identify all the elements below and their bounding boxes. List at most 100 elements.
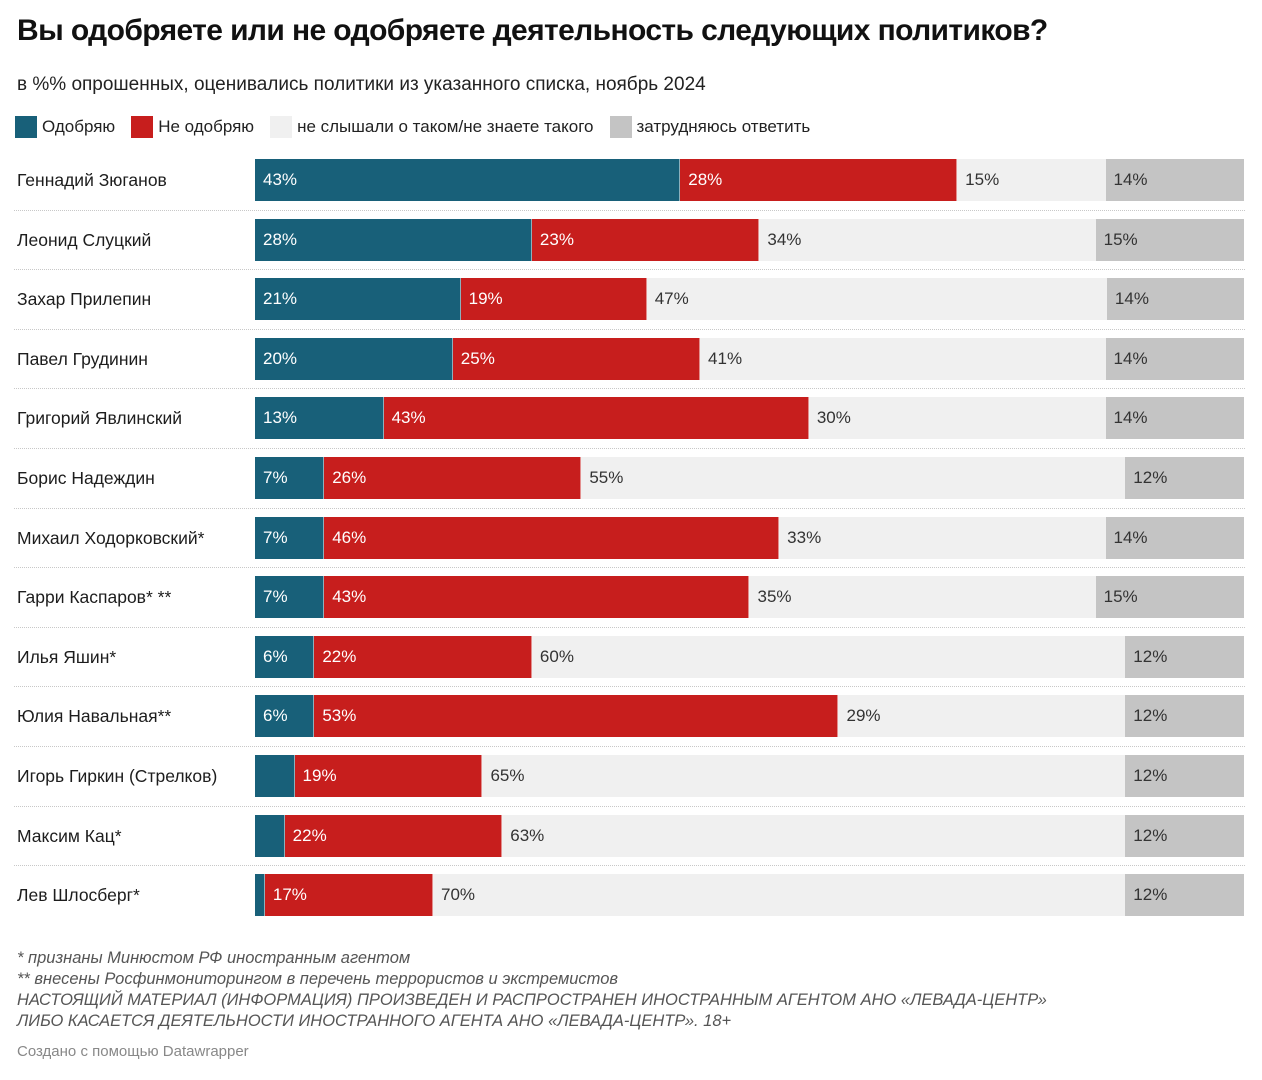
chart-row: Юлия Навальная** 6% 53% 29% 12% <box>0 687 1262 747</box>
category-label: Игорь Гиркин (Стрелков) <box>17 765 218 786</box>
bar-segment-unknown: 33% <box>779 516 1106 559</box>
bar-segment-unknown: 55% <box>581 456 1126 499</box>
data-label-disapprove: 17% <box>272 885 307 905</box>
stacked-bar: 28% 23% 34% 15% <box>255 218 1244 261</box>
stacked-bar: 7% 46% 33% 14% <box>255 516 1244 559</box>
row-divider <box>14 567 1245 569</box>
datawrapper-credit: Создано с помощью Datawrapper <box>17 1043 249 1060</box>
data-label-hard: 12% <box>1133 765 1168 785</box>
legend: Одобряю Не одобряю не слышали о таком/не… <box>15 116 826 138</box>
legend-item-hard: затрудняюсь ответить <box>609 116 810 138</box>
data-label-unknown: 15% <box>965 170 1000 189</box>
data-label-approve: 43% <box>263 170 298 189</box>
bar-segment-hard: 12% <box>1125 814 1244 857</box>
category-label: Михаил Ходорковский* <box>17 527 205 548</box>
category-label: Григорий Явлинский <box>17 408 183 429</box>
bar-segment-approve <box>255 754 295 797</box>
chart-row: Григорий Явлинский 13% 43% 30% 14% <box>0 389 1262 449</box>
data-label-hard: 12% <box>1133 467 1168 487</box>
bar-segment-unknown: 15% <box>957 159 1106 201</box>
legend-item-approve: Одобряю <box>15 116 115 138</box>
bar-segment-unknown: 47% <box>646 278 1107 321</box>
data-label-hard: 15% <box>1103 229 1138 249</box>
row-divider <box>14 328 1245 330</box>
category-label: Павел Грудинин <box>17 348 148 369</box>
bar-segment-disapprove: 28% <box>680 159 958 201</box>
legend-item-unknown: не слышали о таком/не знаете такого <box>270 116 594 138</box>
bar-segment-unknown: 30% <box>808 397 1106 440</box>
data-label-unknown: 33% <box>787 527 822 547</box>
category-label: Максим Кац* <box>17 825 122 846</box>
chart-row: Михаил Ходорковский* 7% 46% 33% 14% <box>0 509 1262 569</box>
bar-segment-unknown: 41% <box>700 337 1106 380</box>
bar-segment-hard: 14% <box>1105 516 1244 559</box>
stacked-bar: 7% 26% 55% 12% <box>255 456 1244 499</box>
data-label-approve: 7% <box>263 527 288 547</box>
footnote-disclaimer-line-1: НАСТОЯЩИЙ МАТЕРИАЛ (ИНФОРМАЦИЯ) ПРОИЗВЕД… <box>17 991 1047 1009</box>
category-label: Захар Прилепин <box>17 289 152 310</box>
chart-subtitle: в %% опрошенных, оценивались политики из… <box>17 74 706 95</box>
data-label-approve: 6% <box>263 706 288 726</box>
bar-segment-hard: 14% <box>1105 337 1244 380</box>
chart-rows: Геннадий Зюганов 43% 28% 15% 14% Леонид Слуцк… <box>0 151 1262 926</box>
data-label-hard: 14% <box>1113 527 1148 547</box>
data-label-disapprove: 25% <box>460 348 495 368</box>
data-label-unknown: 65% <box>490 765 525 785</box>
stacked-bar: 43% 28% 15% 14% <box>255 159 1244 201</box>
bar-segment-disapprove: 22% <box>284 814 503 857</box>
stacked-bar: 20% 25% 41% 14% <box>255 337 1244 380</box>
bar-segment-approve: 7% <box>255 516 325 559</box>
bar-segment-approve: 6% <box>255 635 315 678</box>
data-label-disapprove: 46% <box>332 527 367 547</box>
chart-row: Максим Кац* 22% 63% 12% <box>0 807 1262 867</box>
bar-segment-hard: 12% <box>1125 874 1244 917</box>
bar-segment-hard: 15% <box>1095 576 1244 619</box>
chart-row: Илья Яшин* 6% 22% 60% 12% <box>0 628 1262 688</box>
legend-item-disapprove: Не одобряю <box>131 116 254 138</box>
data-label-disapprove: 23% <box>539 229 574 249</box>
bar-segment-hard: 14% <box>1105 159 1244 201</box>
data-label-unknown: 35% <box>757 587 792 607</box>
bar-segment-unknown: 63% <box>502 814 1126 857</box>
data-label-unknown: 63% <box>510 825 545 845</box>
bar-segment-disapprove: 19% <box>294 754 483 797</box>
bar-segment-approve: 21% <box>255 278 461 321</box>
bar-segment-disapprove: 43% <box>324 576 750 619</box>
data-label-disapprove: 43% <box>391 408 426 428</box>
stacked-bar: 19% 65% 12% <box>255 754 1244 797</box>
row-divider <box>14 745 1245 747</box>
data-label-unknown: 60% <box>539 646 574 666</box>
data-label-unknown: 70% <box>441 885 476 905</box>
category-label: Леонид Слуцкий <box>17 229 152 250</box>
data-label-unknown: 41% <box>708 348 743 368</box>
chart-title: Вы одобряете или не одобряете деятельнос… <box>17 14 1048 47</box>
row-divider <box>14 269 1245 271</box>
row-divider <box>14 507 1245 509</box>
data-label-hard: 14% <box>1114 289 1149 309</box>
bar-segment-approve: 13% <box>255 397 384 440</box>
bar-segment-unknown: 70% <box>433 874 1126 917</box>
footnote-foreign-agent: * признаны Минюстом РФ иностранным агент… <box>17 949 411 967</box>
legend-label-disapprove: Не одобряю <box>158 117 255 136</box>
data-label-unknown: 34% <box>767 229 802 249</box>
data-label-approve: 7% <box>263 587 288 607</box>
data-label-hard: 14% <box>1113 408 1148 428</box>
bar-segment-disapprove: 25% <box>452 337 701 380</box>
row-divider <box>14 686 1245 688</box>
data-label-disapprove: 19% <box>468 289 503 309</box>
row-divider <box>14 805 1245 807</box>
bar-segment-hard: 14% <box>1106 278 1244 321</box>
data-label-disapprove: 19% <box>302 765 337 785</box>
stacked-bar: 22% 63% 12% <box>255 814 1244 857</box>
category-label: Лев Шлосберг* <box>17 885 140 906</box>
stacked-bar: 6% 22% 60% 12% <box>255 635 1244 678</box>
bar-segment-unknown: 34% <box>759 218 1096 261</box>
bar-segment-disapprove: 22% <box>314 635 532 678</box>
chart-row: Геннадий Зюганов 43% 28% 15% 14% <box>0 151 1262 211</box>
data-label-disapprove: 22% <box>322 646 357 666</box>
data-label-unknown: 47% <box>654 289 689 309</box>
category-label: Геннадий Зюганов <box>17 170 167 190</box>
data-label-disapprove: 28% <box>688 170 723 189</box>
bar-segment-disapprove: 43% <box>383 397 809 440</box>
data-label-approve: 7% <box>263 467 288 487</box>
